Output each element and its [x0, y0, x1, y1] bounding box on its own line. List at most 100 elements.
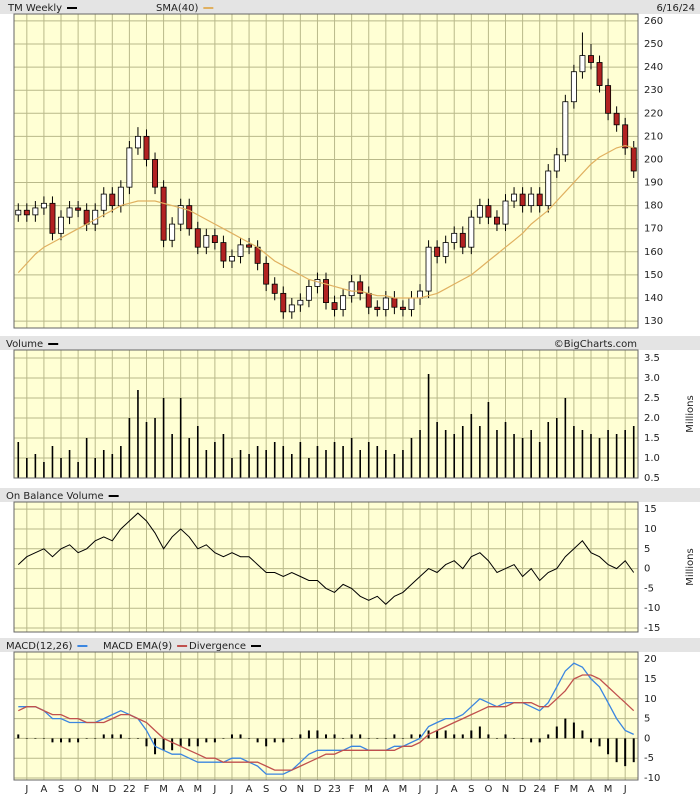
divergence-bar: [589, 738, 592, 743]
divergence-bar: [444, 730, 447, 739]
candle-body: [126, 147, 133, 188]
divergence-bar: [85, 738, 88, 739]
x-tick-label: O: [484, 784, 492, 795]
divergence-bar: [342, 738, 345, 739]
divergence-bar: [436, 730, 439, 739]
y-tick-label: 0: [644, 564, 650, 575]
volume-bar: [496, 430, 498, 478]
header-bar: [0, 0, 700, 14]
y-tick-label: 150: [644, 270, 663, 281]
plot-area: [14, 502, 638, 632]
y-tick-label: 240: [644, 62, 663, 73]
y-tick-label: 10: [644, 694, 657, 705]
candle-body: [23, 209, 30, 216]
y-tick-label: 0.5: [644, 473, 660, 484]
candle-body: [186, 205, 193, 230]
volume-bar: [436, 422, 438, 478]
divergence-bar: [350, 734, 353, 739]
x-tick-label: F: [554, 784, 560, 795]
candle-body: [143, 135, 150, 160]
candle-body: [425, 246, 432, 292]
divergence-bar: [196, 738, 199, 747]
divergence-bar: [470, 730, 473, 739]
candle-body: [49, 202, 56, 234]
divergence-bar: [333, 734, 336, 739]
candle-body: [382, 297, 389, 310]
source-label: ©BigCharts.com: [554, 339, 637, 350]
candle-body: [374, 306, 381, 310]
candle-body: [519, 193, 526, 207]
divergence-bar: [17, 734, 20, 739]
divergence-bar: [376, 738, 379, 739]
y-tick-label: 20: [644, 654, 657, 665]
volume-bar: [521, 438, 524, 478]
volume-bar: [273, 442, 276, 478]
volume-bar: [188, 438, 191, 478]
divergence-bar: [367, 738, 370, 739]
volume-bar: [427, 374, 430, 478]
divergence-bar: [51, 738, 54, 743]
divergence-bar: [111, 734, 114, 739]
volume-bar: [555, 418, 558, 478]
volume-bar: [145, 422, 148, 478]
volume-bar: [573, 426, 575, 478]
y-tick-label: 15: [644, 674, 657, 685]
x-tick-label: D: [519, 784, 527, 795]
candle-body: [528, 193, 535, 207]
divergence-bar: [77, 738, 80, 743]
divergence-bar: [119, 734, 122, 739]
candle-body: [459, 232, 466, 248]
x-tick-label: A: [177, 784, 184, 795]
candle-body: [254, 246, 261, 264]
divergence-bar: [162, 738, 165, 751]
y-tick-label: -5: [644, 753, 654, 764]
candle-body: [66, 207, 73, 218]
y-tick-label: 3.0: [644, 373, 660, 384]
volume-bar: [291, 454, 293, 478]
volume-bar: [342, 446, 344, 478]
plot-border: [13, 501, 639, 633]
y-tick-label: 220: [644, 108, 663, 119]
volume-bar: [444, 430, 447, 478]
candle-body: [152, 159, 159, 188]
divergence-bar: [598, 738, 601, 747]
candle-body: [493, 216, 500, 225]
candle-body: [442, 242, 449, 257]
volume-bar: [325, 450, 327, 478]
x-tick-label: S: [58, 784, 64, 795]
divergence-bar: [239, 734, 242, 739]
candle-body: [194, 228, 201, 248]
divergence-bar: [547, 734, 550, 739]
volume-bar: [461, 426, 464, 478]
candle-body: [100, 193, 107, 211]
candle-body: [630, 147, 637, 172]
candle-body: [58, 216, 64, 234]
y-tick-label: 170: [644, 224, 663, 235]
volume-bar: [43, 462, 45, 478]
divergence-bar: [60, 738, 63, 743]
divergence-bar: [188, 738, 191, 747]
legend-label: MACD EMA(9): [103, 641, 172, 652]
divergence-bar: [632, 738, 635, 763]
divergence-bar: [222, 738, 225, 739]
candle-body: [357, 281, 364, 294]
candle-body: [613, 112, 620, 126]
x-tick-label: 24: [533, 784, 546, 795]
candle-body: [117, 186, 124, 207]
candle-body: [220, 242, 227, 262]
divergence-bar: [94, 738, 97, 739]
volume-bar: [308, 458, 310, 478]
candle-body: [32, 207, 39, 216]
y-tick-label: 2.5: [644, 393, 660, 404]
panel-title: On Balance Volume: [6, 491, 104, 502]
y-tick-label: -15: [644, 623, 660, 634]
candle-body: [314, 279, 321, 287]
candle-body: [15, 209, 22, 216]
divergence-bar: [213, 738, 216, 743]
x-tick-label: J: [229, 784, 233, 795]
y-tick-label: 3.5: [644, 353, 660, 364]
volume-bar: [282, 446, 285, 478]
volume-bar: [385, 450, 387, 478]
divergence-bar: [615, 738, 618, 763]
candle-body: [451, 232, 458, 243]
